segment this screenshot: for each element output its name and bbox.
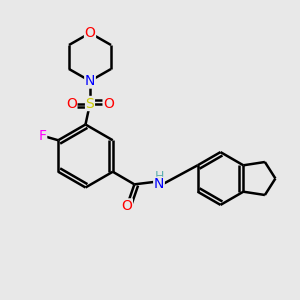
Text: O: O xyxy=(66,97,77,110)
Text: F: F xyxy=(39,129,46,143)
Text: S: S xyxy=(85,97,94,110)
Text: H: H xyxy=(154,170,164,183)
Text: N: N xyxy=(85,74,95,88)
Text: O: O xyxy=(103,97,114,110)
Text: O: O xyxy=(85,26,95,40)
Text: N: N xyxy=(154,177,164,191)
Text: O: O xyxy=(122,199,132,213)
